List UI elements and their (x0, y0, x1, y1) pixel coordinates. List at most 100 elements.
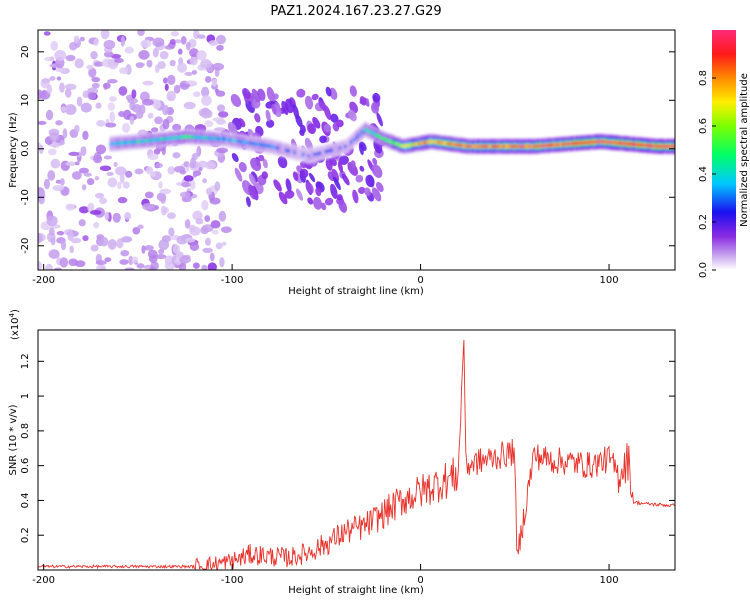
noise-blob (184, 219, 191, 229)
noise-blob (246, 196, 251, 207)
noise-blob (74, 58, 84, 69)
noise-blob (169, 38, 177, 45)
ridge-cell (191, 135, 195, 139)
ridge-cell (522, 144, 525, 148)
noise-blob (261, 171, 269, 180)
noise-blob (159, 188, 172, 195)
ridge-cell (270, 145, 274, 149)
noise-blob (179, 169, 187, 175)
ridge-cell (609, 140, 613, 144)
ridge-cell (502, 144, 506, 148)
noise-blob (71, 171, 82, 180)
noise-blob (112, 212, 121, 223)
ridge-cell (166, 137, 169, 141)
ridge-cell (126, 140, 130, 144)
noise-blob (347, 109, 357, 122)
noise-blob (216, 44, 224, 51)
noise-blob (82, 90, 89, 99)
ridge-cell (570, 142, 573, 146)
ridge-cell (638, 143, 641, 147)
spectrogram-x-ticks: -200 -100 0 100 (32, 264, 619, 286)
ridge-cell (386, 139, 390, 143)
noise-blob (167, 74, 176, 86)
noise-blob (146, 59, 153, 68)
noise-blob (43, 178, 50, 190)
noise-blob (184, 71, 194, 77)
ridge-cell (412, 143, 415, 147)
noise-blob (167, 166, 176, 175)
noise-blob (198, 160, 208, 168)
noise-blob (200, 86, 210, 98)
ridge-cell (149, 138, 152, 142)
noise-blob (38, 261, 42, 270)
noise-blob (94, 176, 100, 181)
ridge-cell (437, 140, 441, 144)
ridge-cell (188, 135, 192, 139)
noise-blob (42, 89, 47, 100)
noise-blob (49, 76, 56, 81)
noise-blob (210, 220, 221, 229)
ridge-cell (406, 144, 409, 148)
noise-blob (47, 148, 57, 156)
noise-blob (330, 113, 339, 123)
noise-blob (65, 54, 76, 62)
ridge-cell (375, 133, 378, 137)
noise-blob (52, 185, 65, 191)
noise-blob (285, 178, 292, 192)
noise-blob (38, 89, 43, 100)
noise-blob (251, 88, 261, 103)
ridge-cell (344, 145, 347, 149)
noise-blob (212, 62, 225, 71)
ridge-cell (635, 143, 638, 147)
snr-x-ticks: -200 -100 0 100 (32, 564, 619, 586)
noise-blob (221, 241, 227, 246)
noise-blob (170, 31, 180, 37)
noise-blob (64, 88, 72, 98)
noise-blob (128, 255, 134, 266)
noise-blob (202, 178, 207, 184)
noise-blob (265, 109, 271, 122)
noise-blob (278, 191, 288, 205)
ridge-cell (219, 137, 223, 141)
ridge-cell (282, 144, 285, 155)
spectrogram-panel: -200 -100 0 100 -20 -10 0.0 10 20 Height of str… (8, 29, 676, 297)
noise-blob (177, 62, 188, 73)
ridge-cell (183, 135, 186, 139)
ridge-cell (372, 132, 376, 136)
snr-scale-base: (x10 (10, 317, 21, 340)
noise-blob (211, 78, 218, 87)
noise-blob (164, 83, 169, 91)
ridge-cell (607, 140, 610, 144)
noise-blob (371, 164, 383, 178)
ridge-cell (200, 136, 203, 140)
ridge-cell (488, 144, 491, 148)
noise-blob (191, 70, 197, 75)
noise-blob (45, 263, 54, 270)
ridge-cell (443, 141, 446, 145)
noise-blob (177, 48, 183, 55)
noise-blob (129, 115, 135, 125)
spectrogram-y-axis-label: Frequency (Hz) (8, 112, 19, 188)
noise-blob (115, 166, 127, 176)
noise-blob (107, 79, 118, 84)
ridge-cell (649, 144, 653, 148)
ridge-cell (508, 144, 511, 148)
noise-blob (109, 96, 117, 102)
noise-blob (204, 237, 211, 246)
noise-blob (137, 30, 145, 37)
noise-blob (164, 255, 174, 266)
ridge-cell (621, 141, 624, 145)
ridge-cell (511, 144, 514, 148)
noise-blob (67, 230, 74, 242)
ridge-cell (208, 136, 212, 140)
noise-blob (215, 242, 223, 250)
ridge-cell (234, 139, 237, 143)
noise-blob (211, 229, 219, 235)
noise-blob (83, 172, 92, 177)
noise-blob (38, 120, 47, 125)
noise-blob (95, 192, 105, 199)
noise-blob (277, 156, 288, 169)
noise-blob (135, 62, 144, 69)
ridge-cell (160, 137, 163, 141)
noise-blob (319, 135, 327, 144)
